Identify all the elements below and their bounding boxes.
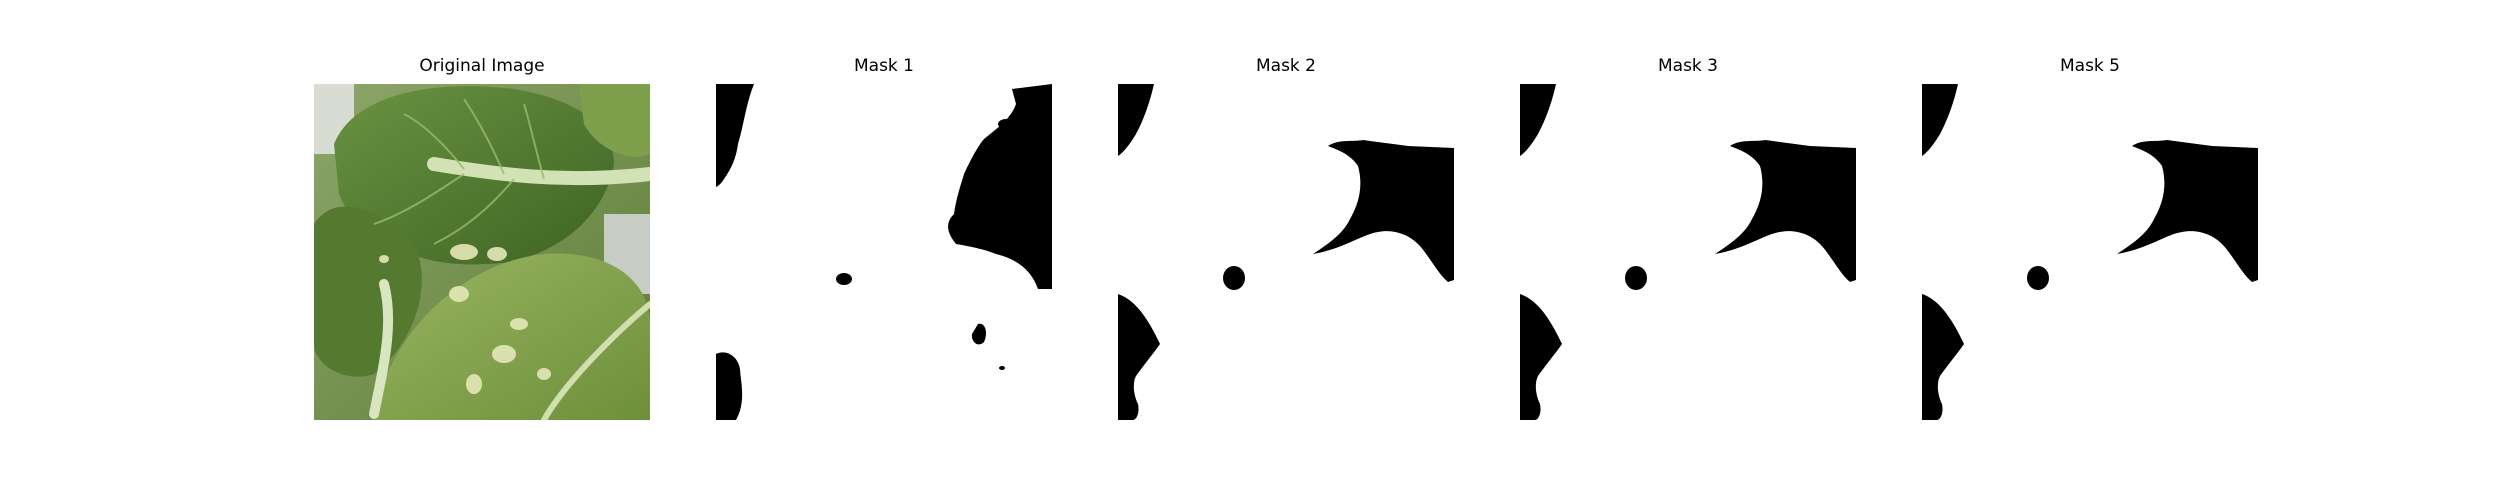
panel-title: Mask 1	[853, 56, 914, 76]
panel-title: Mask 3	[1657, 56, 1718, 76]
panel-title: Mask 5	[2059, 56, 2120, 76]
panel-title: Mask 2	[1255, 56, 1316, 76]
mask-1-image	[716, 84, 1052, 420]
panel-title: Original Image	[419, 56, 545, 76]
mask-5-image	[1922, 84, 2258, 420]
mask-2-image	[1118, 84, 1454, 420]
original-leaf-photo	[314, 84, 650, 420]
mask-3-image	[1520, 84, 1856, 420]
